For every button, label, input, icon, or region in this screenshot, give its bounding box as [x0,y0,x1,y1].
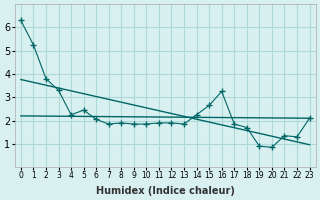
X-axis label: Humidex (Indice chaleur): Humidex (Indice chaleur) [96,186,235,196]
